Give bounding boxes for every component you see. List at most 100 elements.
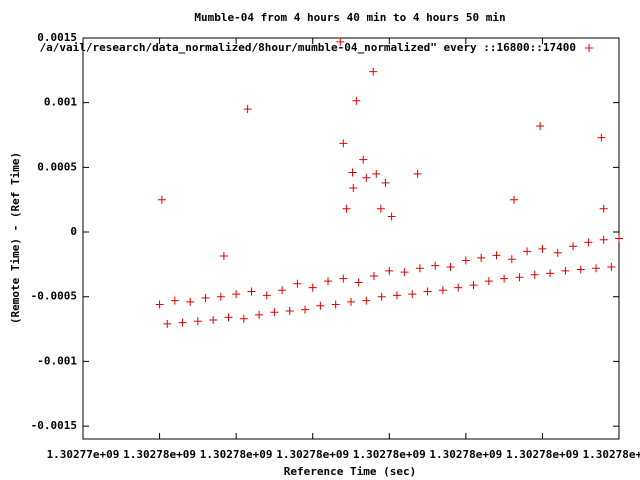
point [369, 272, 378, 281]
point [454, 283, 463, 292]
x-tick-label: 1.30278e+09 [123, 448, 196, 461]
point [285, 306, 294, 315]
point [331, 300, 340, 309]
legend-marker [585, 44, 593, 52]
point [385, 266, 394, 275]
point [163, 319, 172, 328]
point [232, 290, 241, 299]
x-tick-label: 1.30278e+09 [276, 448, 349, 461]
point [561, 266, 570, 275]
point [607, 262, 616, 271]
point [515, 273, 524, 282]
point [224, 313, 233, 322]
point [339, 274, 348, 283]
point [262, 291, 271, 300]
y-tick-label: 0.001 [44, 96, 77, 109]
point [510, 195, 519, 204]
x-tick-label: 1.30278e+09 [583, 448, 640, 461]
point [219, 251, 228, 260]
point [584, 238, 593, 247]
point [316, 301, 325, 310]
y-tick-label: -0.001 [37, 354, 77, 367]
x-axis-label: Reference Time (sec) [284, 465, 416, 478]
x-tick-label: 1.30278e+09 [429, 448, 502, 461]
point [461, 256, 470, 265]
point [546, 269, 555, 278]
x-tick-label: 1.30278e+09 [353, 448, 426, 461]
point [423, 287, 432, 296]
point [599, 204, 608, 213]
point [170, 296, 179, 305]
y-tick-label: -0.0015 [31, 419, 77, 432]
y-tick-label: 0 [70, 225, 77, 238]
point [592, 264, 601, 273]
y-tick-label: -0.0005 [31, 290, 77, 303]
point [362, 173, 371, 182]
point [523, 247, 532, 256]
point [342, 204, 351, 213]
point [157, 195, 166, 204]
point [492, 251, 501, 260]
point [615, 234, 623, 243]
x-tick-label: 1.30278e+09 [200, 448, 273, 461]
point [387, 212, 396, 221]
point [377, 292, 386, 301]
point [538, 244, 547, 253]
point [372, 169, 381, 178]
chart-title: Mumble-04 from 4 hours 40 min to 4 hours… [194, 11, 505, 24]
point [507, 255, 516, 264]
point [408, 290, 417, 299]
point [239, 314, 248, 323]
point [362, 296, 371, 305]
point [293, 279, 302, 288]
point [339, 139, 348, 148]
point [469, 281, 478, 290]
point [352, 96, 361, 105]
point [347, 297, 355, 306]
x-tick-label: 1.30278e+09 [506, 448, 579, 461]
point [186, 297, 195, 306]
point [209, 315, 218, 324]
point [336, 37, 345, 46]
point [576, 265, 585, 274]
point [201, 294, 210, 303]
point [599, 235, 608, 244]
y-tick-label: 0.0005 [37, 160, 77, 173]
point [597, 133, 606, 142]
point [359, 155, 368, 164]
point [415, 264, 424, 273]
point [477, 253, 486, 262]
point [354, 278, 363, 287]
point [536, 121, 545, 130]
point [381, 178, 390, 187]
point [400, 268, 409, 277]
point [484, 277, 493, 286]
point [301, 305, 310, 314]
point [278, 286, 287, 295]
point [270, 308, 279, 317]
y-axis-label: (Remote Time) - (Ref Time) [9, 152, 22, 324]
point [569, 242, 578, 251]
point [216, 292, 225, 301]
point [500, 274, 509, 283]
point [193, 317, 202, 326]
point [392, 291, 401, 300]
point [446, 262, 455, 271]
point [431, 261, 440, 270]
point [413, 169, 422, 178]
point [438, 286, 447, 295]
point [308, 283, 317, 292]
point [349, 184, 358, 193]
point [369, 67, 378, 76]
point [247, 287, 256, 296]
point [348, 168, 357, 177]
point [155, 300, 164, 309]
plot-frame [82, 37, 620, 440]
x-tick-label: 1.30277e+09 [47, 448, 120, 461]
y-tick-label: 0.0015 [37, 31, 77, 44]
point [324, 277, 333, 286]
point [243, 105, 252, 114]
point [255, 310, 264, 319]
legend-label: /a/vail/research/data_normalized/8hour/m… [40, 41, 576, 54]
